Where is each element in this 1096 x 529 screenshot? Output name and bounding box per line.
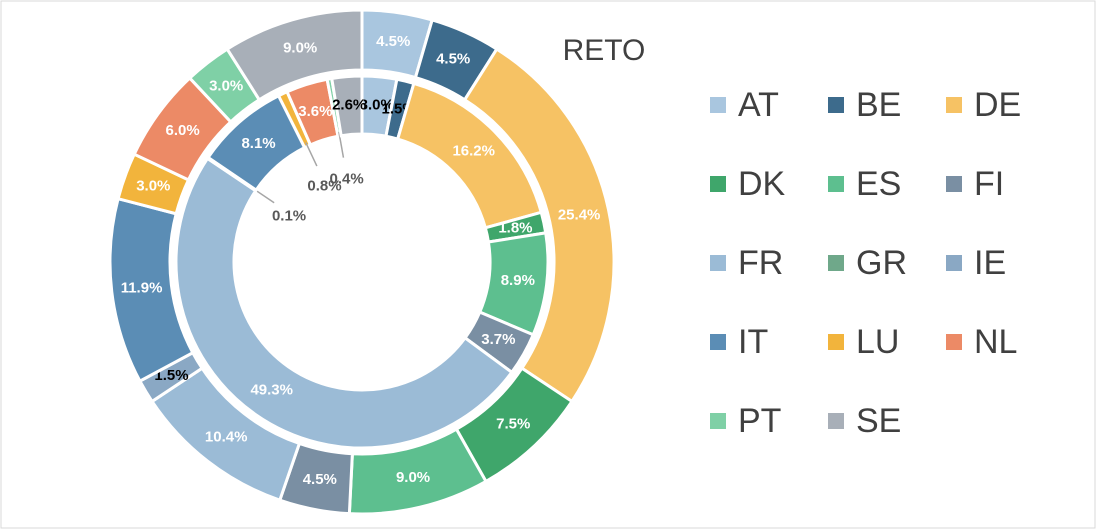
data-label: 11.9% <box>121 279 163 296</box>
legend-label: PT <box>738 402 781 440</box>
legend-label: LU <box>856 323 899 361</box>
data-label: 0.1% <box>272 208 306 225</box>
data-label: 4.5% <box>303 471 337 488</box>
data-label: 8.9% <box>501 272 535 289</box>
legend-swatch <box>828 413 844 429</box>
legend-swatch <box>946 255 962 271</box>
donut-slice <box>174 156 514 450</box>
legend-label: AT <box>738 86 779 124</box>
data-label: 0.8% <box>307 177 341 194</box>
data-label: 4.5% <box>376 33 410 50</box>
data-label: 8.1% <box>241 135 275 152</box>
legend-label: IT <box>738 323 768 361</box>
data-label: 6.0% <box>166 122 200 139</box>
legend-swatch <box>946 334 962 350</box>
data-label: 16.2% <box>452 143 495 160</box>
legend-label: IE <box>974 244 1006 282</box>
data-label: 25.4% <box>558 207 601 224</box>
legend-swatch <box>710 97 726 113</box>
legend-swatch <box>828 176 844 192</box>
legend-label: ES <box>856 165 901 203</box>
legend-label: GR <box>856 244 907 282</box>
data-label: 9.0% <box>396 469 430 486</box>
legend-swatch <box>946 97 962 113</box>
legend-swatch <box>710 413 726 429</box>
data-label: 1.5% <box>154 367 188 384</box>
data-label: 0.4% <box>329 170 363 187</box>
data-label: 3.0% <box>360 97 394 114</box>
donut-slice <box>330 74 364 138</box>
data-label: 3.7% <box>481 331 515 348</box>
legend-label: FI <box>974 165 1004 203</box>
legend-swatch <box>828 255 844 271</box>
data-label: 1.8% <box>498 220 532 237</box>
legend-label: DE <box>974 86 1021 124</box>
legend-label: NL <box>974 323 1017 361</box>
data-label: 7.5% <box>496 416 530 433</box>
donut-slice <box>225 8 364 102</box>
data-label: 3.0% <box>209 77 243 94</box>
legend-swatch <box>828 334 844 350</box>
legend-swatch <box>710 334 726 350</box>
legend-swatch <box>828 97 844 113</box>
legend-swatch <box>946 176 962 192</box>
data-label: 4.5% <box>436 51 470 68</box>
legend-label: BE <box>856 86 901 124</box>
data-label: 2.6% <box>332 96 366 113</box>
chart-title: RETO <box>563 34 646 67</box>
data-label: 10.4% <box>205 429 248 446</box>
data-label: 9.0% <box>283 40 317 57</box>
legend-swatch <box>710 255 726 271</box>
legend-swatch <box>710 176 726 192</box>
legend-label: FR <box>738 244 783 282</box>
leader-line <box>338 131 345 158</box>
leader-line <box>305 142 318 167</box>
data-label: 3.0% <box>136 177 170 194</box>
legend-label: SE <box>856 402 901 440</box>
data-label: 3.6% <box>298 103 332 120</box>
legend-label: DK <box>738 165 786 203</box>
data-label: 49.3% <box>250 381 293 398</box>
